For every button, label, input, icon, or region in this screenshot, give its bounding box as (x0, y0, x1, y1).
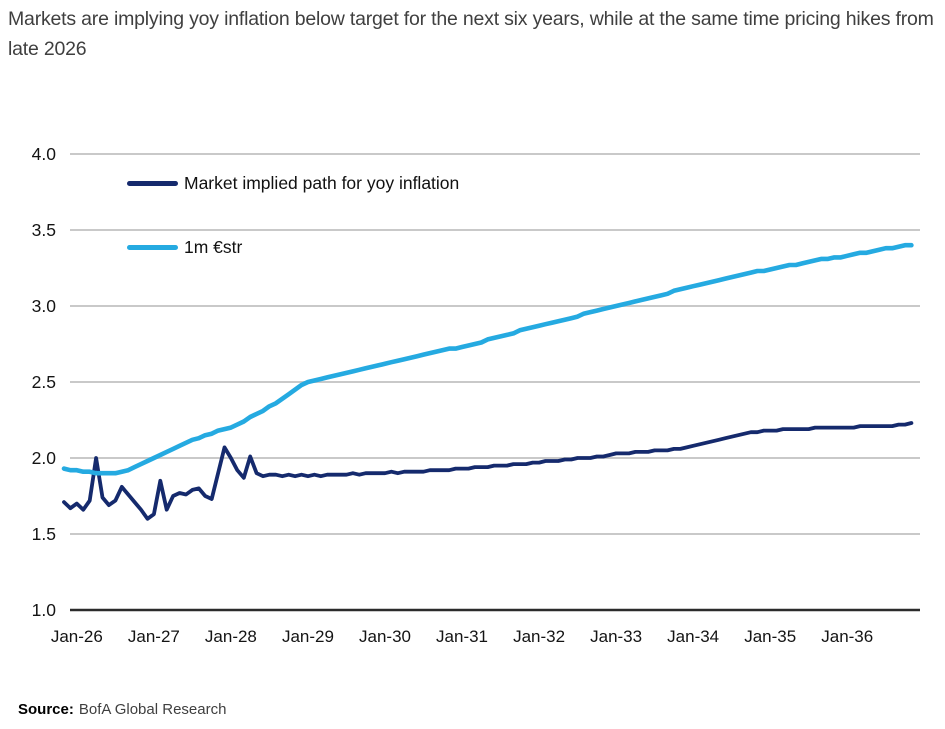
source-text: BofA Global Research (78, 701, 227, 718)
gridlines (70, 153, 920, 612)
x-tick-label: Jan-36 (821, 627, 874, 646)
legend-item-market-implied-inflation: Market implied path for yoy inflation (127, 173, 459, 193)
y-tick-label: 2.0 (31, 448, 56, 468)
y-tick-label: 4.0 (31, 144, 56, 164)
x-tick-label: Jan-33 (590, 627, 643, 646)
legend-label-1m-estr: 1m €str (184, 236, 243, 257)
x-tick-label: Jan-29 (281, 627, 334, 646)
legend-swatch-blue-line (127, 244, 178, 250)
y-tick-label: 1.0 (31, 600, 56, 620)
x-tick-label: Jan-28 (204, 627, 257, 646)
source-label: Source: (18, 701, 74, 718)
x-tick-label: Jan-27 (127, 627, 180, 646)
legend-swatch-navy-line (127, 180, 178, 186)
legend-label-market-implied-inflation: Market implied path for yoy inflation (184, 172, 460, 193)
x-tick-label: Jan-26 (50, 627, 103, 646)
legend-item-1m-estr: 1m €str (127, 237, 242, 257)
x-tick-label: Jan-32 (513, 627, 566, 646)
y-tick-label: 2.5 (31, 372, 56, 392)
y-tick-label: 1.5 (31, 524, 56, 544)
x-tick-label: Jan-35 (744, 627, 797, 646)
y-tick-label: 3.5 (31, 220, 56, 240)
y-tick-label: 3.0 (31, 296, 56, 316)
x-tick-label: Jan-31 (436, 627, 489, 646)
series-line-1m-estr (61, 242, 914, 476)
chart-title: Markets are implying yoy inflation below… (8, 8, 934, 60)
series-line-market-implied-inflation (62, 421, 914, 521)
source-line: Source: BofA Global Research (18, 701, 226, 718)
x-tick-label: Jan-30 (359, 627, 411, 646)
x-tick-label: Jan-34 (667, 627, 720, 646)
